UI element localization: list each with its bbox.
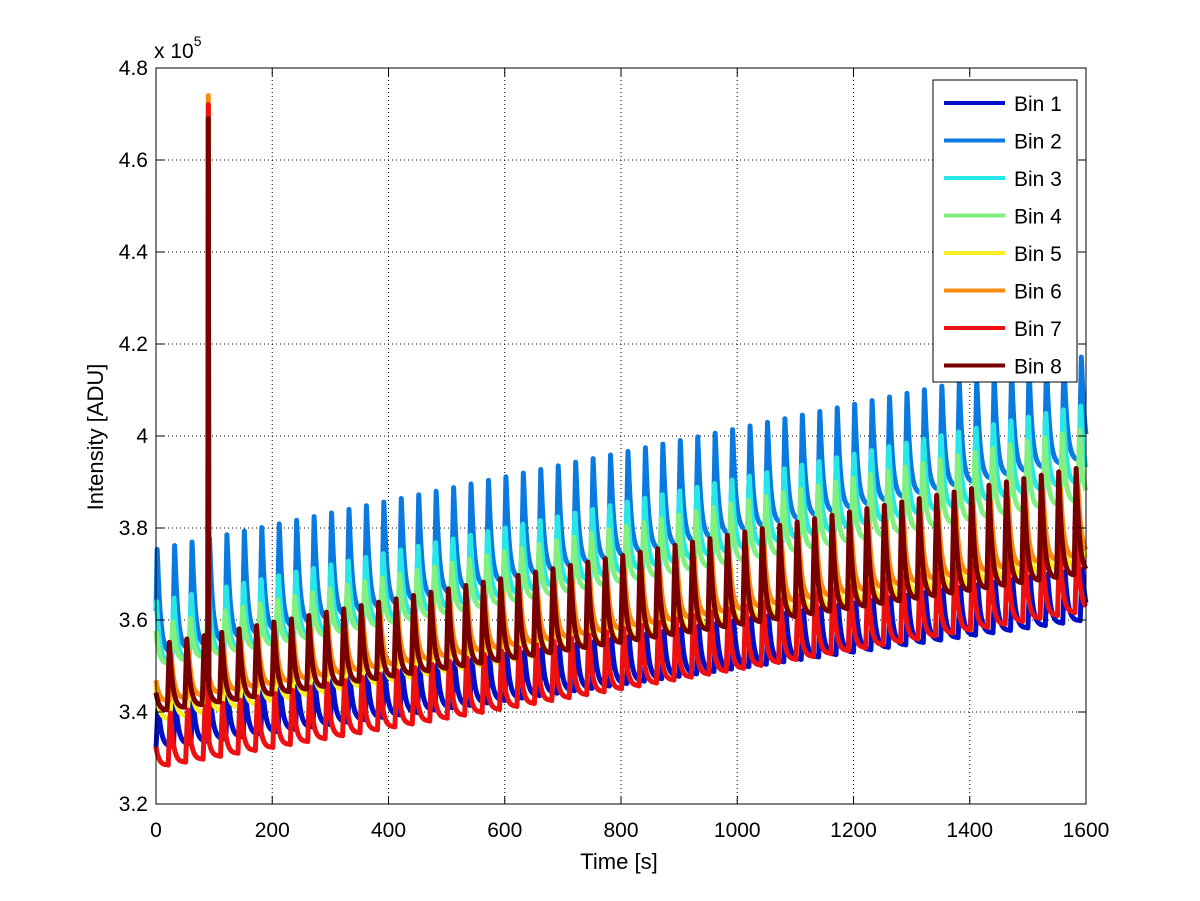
legend-label: Bin 3 [1014, 168, 1062, 191]
x-tick-label: 400 [371, 819, 406, 842]
y-axis-label: Intensity [ADU] [83, 364, 108, 511]
x-tick-label: 1400 [946, 819, 993, 842]
legend-items: Bin 1 Bin 2 Bin 3 Bin 4 Bin 5 Bin 6 Bin 7 Bin 8 [944, 93, 1062, 379]
x-axis-label: Time [s] [580, 849, 657, 874]
y-tick-label: 4.8 [119, 57, 148, 80]
legend-box [932, 79, 1078, 383]
y-tick-label: 4.4 [119, 241, 149, 264]
tick-marks [155, 67, 1087, 805]
x-tick-label: 1600 [1063, 819, 1110, 842]
y-tick-label: 4 [136, 425, 148, 448]
y-multiplier-base: x 10 [154, 40, 194, 63]
x-tick-label: 200 [255, 819, 290, 842]
x-tick-label: 1200 [830, 819, 877, 842]
legend-label: Bin 4 [1014, 206, 1062, 229]
legend-label: Bin 5 [1014, 243, 1062, 266]
y-multiplier-exponent: 5 [194, 33, 202, 49]
x-tick-label: 800 [603, 819, 638, 842]
legend: Bin 1 Bin 2 Bin 3 Bin 4 Bin 5 Bin 6 Bin 7 Bin 8 [932, 79, 1078, 383]
y-tick-label: 3.6 [119, 609, 148, 632]
legend-label: Bin 7 [1014, 318, 1062, 341]
y-multiplier-label: x 105 [154, 33, 202, 63]
x-tick-labels: 0 200 400 600 800 1000 1200 1400 1600 [150, 819, 1109, 842]
legend-label: Bin 1 [1014, 93, 1062, 116]
y-tick-label: 3.4 [119, 701, 149, 724]
y-tick-label: 3.2 [119, 793, 148, 816]
x-tick-label: 1000 [714, 819, 761, 842]
legend-label: Bin 8 [1014, 356, 1062, 379]
legend-label: Bin 6 [1014, 281, 1062, 304]
x-tick-label: 600 [487, 819, 522, 842]
y-tick-label: 4.2 [119, 333, 148, 356]
legend-label: Bin 2 [1014, 131, 1062, 154]
y-tick-label: 4.6 [119, 149, 148, 172]
series-line-bin-8 [153, 116, 1089, 713]
y-tick-labels: 3.2 3.4 3.6 3.8 4 4.2 4.4 4.6 4.8 [119, 57, 149, 816]
series-group [153, 93, 1089, 768]
x-tick-label: 0 [150, 819, 162, 842]
series-line-bin-7 [153, 102, 1089, 768]
y-tick-label: 3.8 [119, 517, 148, 540]
